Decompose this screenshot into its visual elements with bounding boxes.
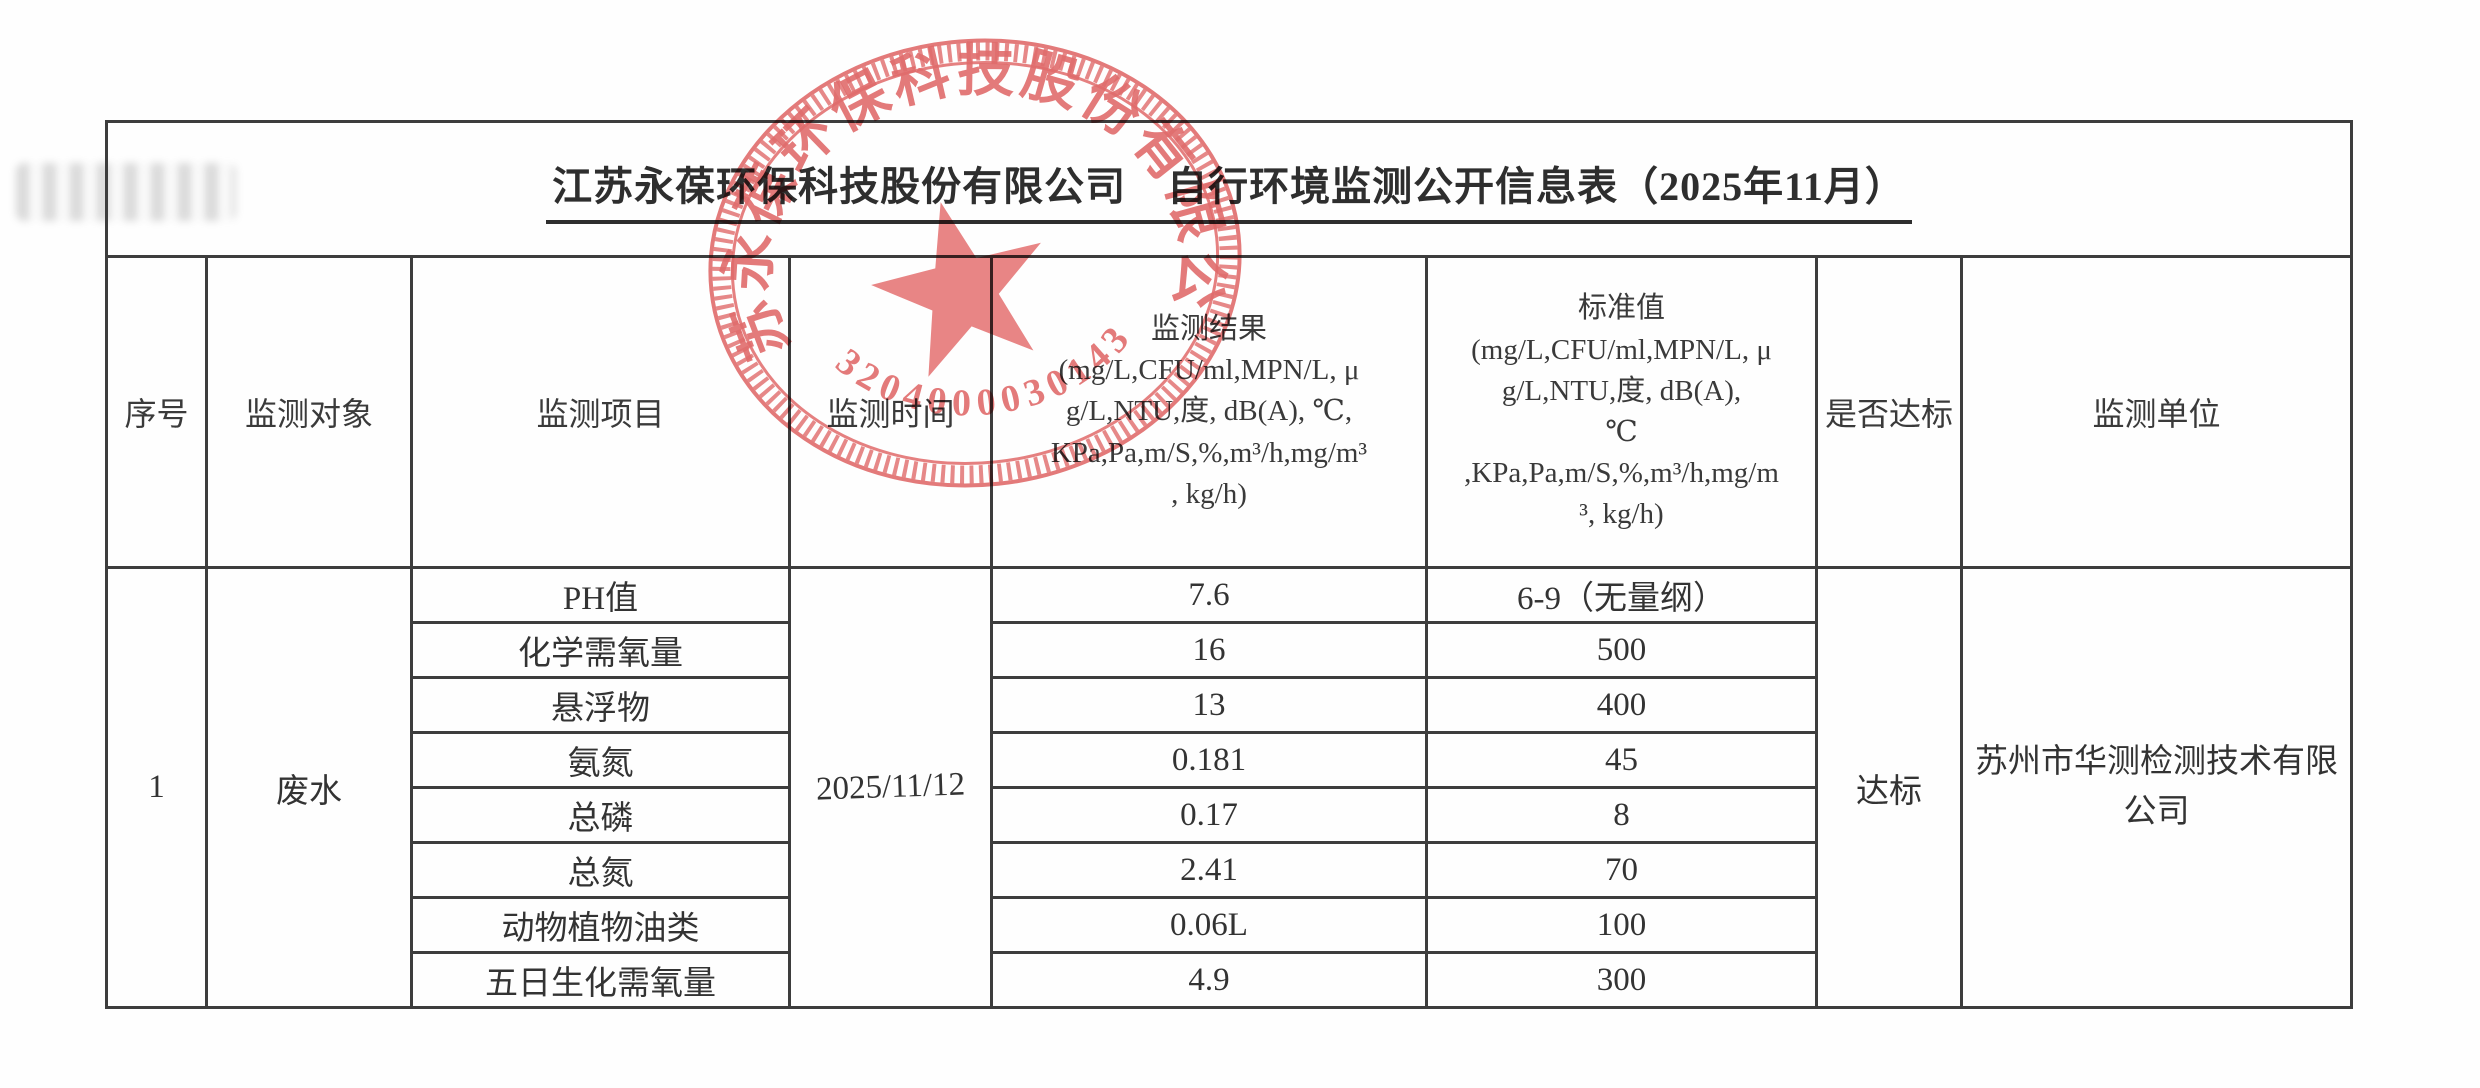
- title-cell: 江苏永葆环保科技股份有限公司 自行环境监测公开信息表（2025年11月）: [104, 120, 2354, 258]
- table-row: 动物植物油类 0.06L 100: [107, 896, 2352, 954]
- col-header-agency: 监测单位: [1959, 255, 2354, 569]
- col-header-result: 监测结果 (mg/L,CFU/ml,MPN/L, μ g/L,NTU,度, dB…: [990, 255, 1428, 569]
- cell-item: 化学需氧量: [410, 621, 791, 679]
- cell-object: 废水: [205, 566, 413, 1009]
- cell-result: 0.06L: [990, 896, 1428, 954]
- title-row: 江苏永葆环保科技股份有限公司 自行环境监测公开信息表（2025年11月）: [104, 120, 2354, 258]
- cell-result: 2.41: [990, 841, 1428, 899]
- cell-result: 4.9: [990, 951, 1428, 1009]
- page-title: 江苏永葆环保科技股份有限公司 自行环境监测公开信息表（2025年11月）: [546, 154, 1912, 224]
- col-header-compliance: 是否达标: [1815, 255, 1963, 569]
- cell-item: PH值: [410, 566, 791, 624]
- col-header-index: 序号: [105, 255, 208, 569]
- cell-result: 0.17: [990, 786, 1428, 844]
- cell-standard: 100: [1425, 896, 1818, 954]
- cell-result: 13: [990, 676, 1428, 734]
- table-row: 总氮 2.41 70: [107, 841, 2352, 899]
- cell-item: 动物植物油类: [410, 896, 791, 954]
- cell-standard: 8: [1425, 786, 1818, 844]
- header-row: 序号 监测对象 监测项目 监测时间 监测结果 (mg/L,CFU/ml,MPN/…: [105, 255, 2354, 569]
- table-row: 化学需氧量 16 500: [107, 621, 2352, 679]
- col-header-time: 监测时间: [788, 255, 993, 569]
- cell-item: 总磷: [410, 786, 791, 844]
- cell-item: 悬浮物: [410, 676, 791, 734]
- table-row: 1 废水 PH值 2025/11/12 7.6 6-9（无量纲） 达标 苏州市华…: [105, 566, 2354, 1009]
- monitoring-info-table: 江苏永葆环保科技股份有限公司 自行环境监测公开信息表（2025年11月） 序号 …: [104, 120, 2354, 1009]
- monitoring-date: 2025/11/12: [815, 766, 966, 808]
- cell-standard: 300: [1425, 951, 1818, 1009]
- col-header-item: 监测项目: [410, 255, 791, 569]
- col-header-standard: 标准值 (mg/L,CFU/ml,MPN/L, μ g/L,NTU,度, dB(…: [1425, 255, 1818, 569]
- cell-item: 总氮: [410, 841, 791, 899]
- cell-standard: 6-9（无量纲）: [1425, 566, 1818, 624]
- cell-standard: 400: [1425, 676, 1818, 734]
- cell-standard: 500: [1425, 621, 1818, 679]
- cell-standard: 45: [1425, 731, 1818, 789]
- table-row: 悬浮物 13 400: [107, 676, 2352, 734]
- cell-item: 五日生化需氧量: [410, 951, 791, 1009]
- cell-compliance: 达标: [1815, 566, 1963, 1009]
- table-row: 五日生化需氧量 4.9 300: [107, 951, 2352, 1009]
- cell-time: 2025/11/12: [788, 566, 993, 1009]
- cell-standard: 70: [1425, 841, 1818, 899]
- cell-index: 1: [105, 566, 208, 1009]
- cell-result: 16: [990, 621, 1428, 679]
- cell-item: 氨氮: [410, 731, 791, 789]
- cell-result: 0.181: [990, 731, 1428, 789]
- cell-result: 7.6: [990, 566, 1428, 624]
- cell-agency: 苏州市华测检测技术有限公司: [1959, 566, 2354, 1009]
- table-row: 总磷 0.17 8: [107, 786, 2352, 844]
- table-row: 氨氮 0.181 45: [107, 731, 2352, 789]
- col-header-object: 监测对象: [205, 255, 413, 569]
